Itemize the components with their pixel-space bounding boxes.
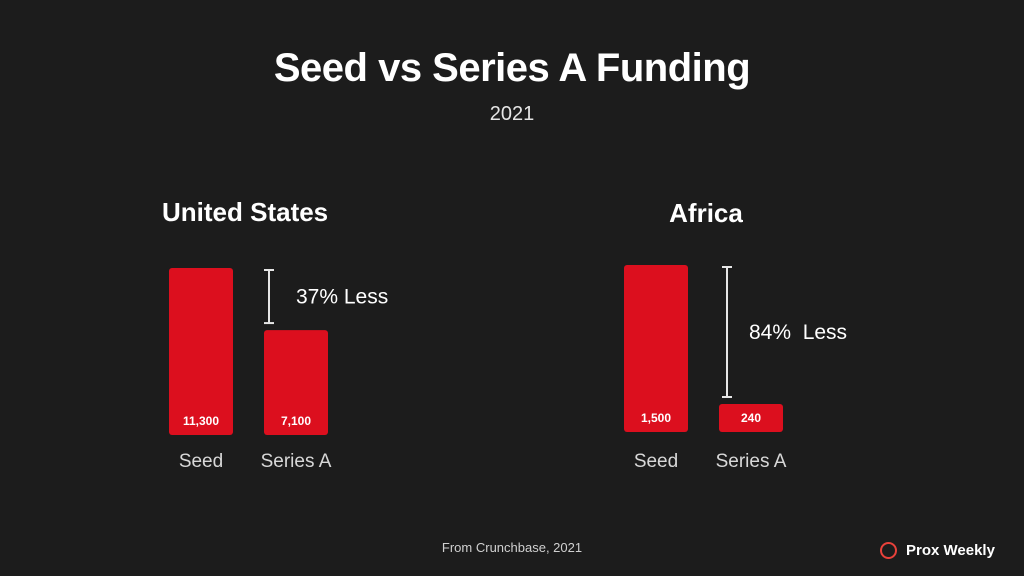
chart-title: Seed vs Series A Funding <box>273 46 751 90</box>
bar <box>264 330 328 435</box>
panel-title: United States <box>162 197 328 227</box>
bar <box>624 265 688 432</box>
bar-value-label: 11,300 <box>183 414 219 428</box>
circle-logo-icon <box>880 542 897 559</box>
source-note: From Crunchbase, 2021 <box>441 540 583 555</box>
bar-value-label: 240 <box>741 411 761 425</box>
bar-value-label: 7,100 <box>281 414 311 428</box>
bar-chart-panel: Africa 1,500 Seed 240 Series A 84% Less <box>624 198 847 472</box>
chart-subtitle: 2021 <box>489 103 535 125</box>
category-label: Series A <box>261 451 332 472</box>
difference-annotation: 37% Less <box>296 286 388 309</box>
bar <box>169 268 233 435</box>
difference-annotation: 84% Less <box>749 321 847 344</box>
bar <box>719 404 783 432</box>
category-label: Seed <box>634 451 678 472</box>
bar-value-label: 1,500 <box>641 411 671 425</box>
category-label: Series A <box>716 451 787 472</box>
bar-chart-panel: United States 11,300 Seed 7,100 Series A 37% … <box>162 197 388 472</box>
category-label: Seed <box>179 451 223 472</box>
brand-logo: Prox Weekly <box>880 542 995 559</box>
brand-name: Prox Weekly <box>906 542 995 559</box>
panel-title: Africa <box>669 198 743 228</box>
